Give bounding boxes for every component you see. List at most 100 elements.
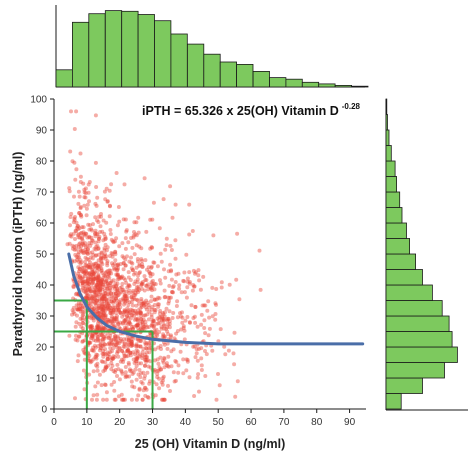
scatter-point: [101, 282, 106, 287]
scatter-point: [103, 366, 108, 371]
scatter-point: [80, 236, 84, 241]
scatter-point: [187, 232, 192, 237]
scatter-point: [183, 318, 188, 323]
scatter-point: [80, 225, 85, 230]
scatter-point: [103, 342, 108, 347]
scatter-point: [79, 279, 84, 284]
scatter-point: [78, 231, 83, 236]
scatter-point: [198, 287, 203, 292]
scatter-point: [167, 319, 172, 324]
scatter-point: [129, 397, 134, 402]
scatter-point: [82, 233, 87, 238]
scatter-point: [100, 287, 105, 292]
scatter-point: [193, 270, 198, 275]
scatter-point: [78, 276, 83, 281]
scatter-point: [105, 350, 110, 355]
scatter-point: [94, 397, 99, 402]
scatter-point: [152, 369, 157, 374]
scatter-point: [155, 375, 160, 380]
right-histogram-bar: [385, 98, 388, 115]
scatter-point: [121, 360, 126, 364]
scatter-point: [103, 352, 108, 357]
scatter-point: [124, 289, 129, 294]
scatter-point: [164, 236, 169, 241]
scatter-point: [146, 317, 151, 322]
scatter-point: [90, 267, 95, 272]
scatter-point: [138, 327, 143, 332]
scatter-point: [143, 313, 148, 318]
scatter-point: [88, 360, 93, 365]
scatter-point: [232, 362, 237, 367]
scatter-point: [82, 351, 87, 356]
scatter-point: [108, 311, 113, 316]
scatter-point: [80, 321, 85, 326]
scatter-point: [84, 231, 89, 236]
scatter-point: [103, 234, 108, 239]
scatter-point: [111, 308, 116, 313]
scatter-point: [91, 280, 96, 284]
scatter-point: [231, 351, 236, 356]
scatter-point: [142, 376, 147, 381]
scatter-point: [111, 291, 116, 296]
scatter-point: [140, 397, 145, 402]
right-histogram-bar: [385, 300, 443, 317]
scatter-point: [83, 272, 88, 277]
scatter-point: [90, 334, 95, 339]
scatter-point: [130, 313, 135, 317]
scatter-point: [80, 250, 85, 255]
scatter-point: [130, 268, 135, 272]
scatter-point: [122, 309, 127, 314]
scatter-point: [123, 325, 127, 330]
scatter-point: [93, 297, 97, 301]
scatter-point: [71, 231, 76, 236]
scatter-point: [164, 243, 169, 248]
scatter-point: [88, 296, 93, 301]
scatter-point: [111, 342, 116, 347]
scatter-point: [149, 307, 154, 312]
scatter-point: [135, 356, 140, 360]
scatter-point: [143, 393, 148, 398]
scatter-point: [116, 322, 121, 327]
scatter-point: [80, 281, 85, 286]
scatter-point: [77, 226, 82, 231]
scatter-point: [76, 189, 81, 194]
scatter-point: [171, 284, 176, 289]
scatter-point: [96, 323, 101, 328]
scatter-point: [145, 395, 150, 399]
scatter-point: [167, 325, 172, 330]
scatter-point: [123, 246, 128, 251]
scatter-point: [93, 247, 98, 252]
scatter-point: [107, 188, 112, 193]
scatter-point: [95, 282, 100, 287]
scatter-point: [139, 299, 144, 304]
scatter-point: [131, 324, 136, 329]
scatter-point: [103, 347, 108, 352]
scatter-point: [87, 250, 92, 255]
scatter-point: [97, 284, 102, 289]
scatter-point: [200, 303, 205, 308]
scatter-point: [74, 167, 79, 172]
scatter-point: [132, 220, 137, 225]
scatter-point: [233, 394, 238, 399]
scatter-point: [117, 276, 122, 281]
scatter-point: [97, 310, 102, 315]
top-histogram-bar: [186, 43, 205, 88]
scatter-point: [89, 276, 94, 281]
scatter-point: [71, 285, 76, 290]
scatter-point: [101, 292, 106, 297]
scatter-point: [201, 274, 206, 279]
scatter-point: [139, 246, 144, 251]
scatter-point: [137, 387, 142, 392]
scatter-point: [150, 217, 155, 222]
scatter-point: [155, 333, 160, 338]
scatter-point: [144, 341, 149, 346]
scatter-point: [111, 319, 116, 324]
scatter-point: [92, 272, 96, 277]
scatter-point: [89, 227, 94, 232]
scatter-point: [92, 289, 97, 294]
scatter-point: [181, 324, 186, 329]
scatter-point: [95, 309, 100, 314]
scatter-point: [97, 288, 102, 293]
scatter-point: [112, 284, 117, 289]
scatter-point: [116, 394, 121, 399]
